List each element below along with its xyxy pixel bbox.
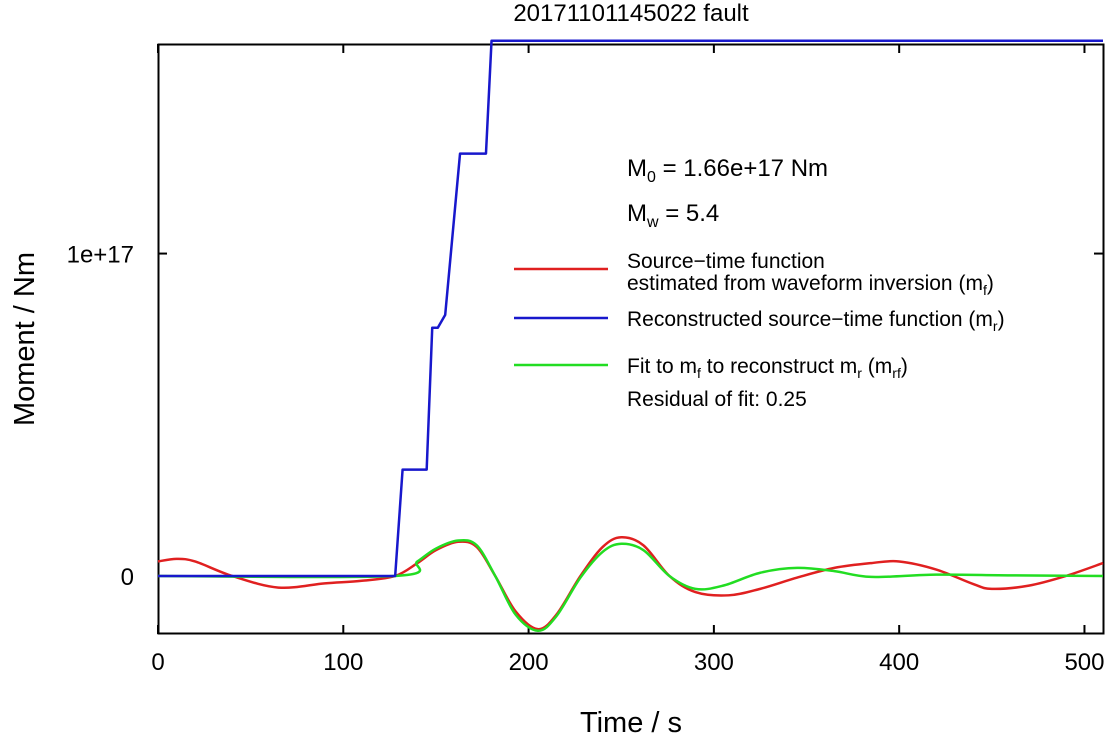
x-tick-label: 0 <box>151 649 164 676</box>
legend-green-close: ) <box>901 355 908 378</box>
x-tick-label: 400 <box>879 649 919 676</box>
x-tick-label: 200 <box>509 649 549 676</box>
legend-label-blue: Reconstructed source−time function (mr) <box>627 308 1005 334</box>
legend-label-red-line2: estimated from waveform inversion (mf) <box>627 272 994 298</box>
legend-green-sub3: rf <box>892 365 901 381</box>
mw-value: = 5.4 <box>659 200 720 227</box>
axis-ticks: 0 100 200 300 400 500 0 1e+17 <box>67 44 1104 676</box>
legend-green-mid2: (m <box>862 355 892 378</box>
legend-label-red-line1: Source−time function <box>627 250 825 273</box>
series-line-mf-red <box>157 536 1104 631</box>
mw-annotation: Mw = 5.4 <box>627 200 719 231</box>
x-tick-label: 100 <box>323 649 363 676</box>
legend-blue-close: ) <box>998 308 1005 331</box>
y-tick-label: 1e+17 <box>67 242 134 269</box>
residual-annotation: Residual of fit: 0.25 <box>627 388 807 411</box>
legend-blue-text: Reconstructed source−time function (m <box>627 308 993 331</box>
m0-subscript: 0 <box>647 169 656 186</box>
legend-green-sub1: f <box>697 365 701 381</box>
legend-green-sub2: r <box>857 365 862 381</box>
mw-symbol: M <box>627 200 647 227</box>
m0-value: = 1.66e+17 Nm <box>656 155 828 182</box>
series-line-mrf-green <box>157 538 1104 633</box>
m0-annotation: M0 = 1.66e+17 Nm <box>627 155 828 186</box>
legend-green-pre: Fit to m <box>627 355 697 378</box>
legend-label-green: Fit to mf to reconstruct mr (mrf) <box>627 355 908 381</box>
x-tick-label: 300 <box>694 649 734 676</box>
legend-red-text: estimated from waveform inversion (m <box>627 272 983 295</box>
chart-title: 20171101145022 fault <box>513 0 749 27</box>
legend-red-close: ) <box>987 272 994 295</box>
legend-blue-sub: r <box>993 318 998 334</box>
m0-symbol: M <box>627 155 647 182</box>
mw-subscript: w <box>646 214 659 231</box>
series-line-mr-blue <box>158 39 1103 578</box>
plot-frame <box>157 43 1105 635</box>
x-tick-label: 500 <box>1064 649 1104 676</box>
legend: Source−time function estimated from wave… <box>514 250 1005 381</box>
y-tick-label: 0 <box>121 564 134 591</box>
legend-green-mid: to reconstruct m <box>701 355 857 378</box>
y-axis-label: Moment / Nm <box>9 252 41 426</box>
legend-red-sub: f <box>983 282 987 298</box>
x-axis-label: Time / s <box>580 707 682 736</box>
series-layer <box>157 39 1104 633</box>
